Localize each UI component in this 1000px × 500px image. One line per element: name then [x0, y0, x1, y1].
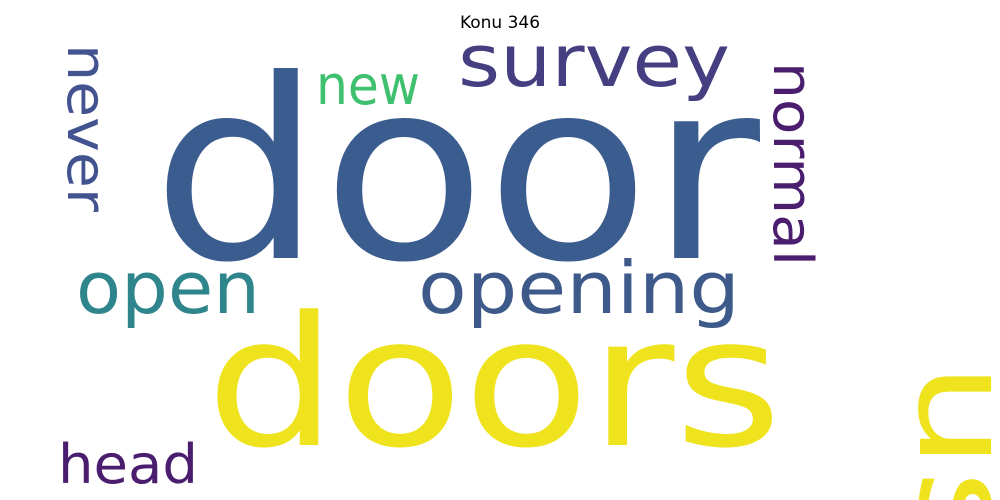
word-never: never	[55, 44, 118, 213]
word-open: open	[76, 246, 260, 330]
chart-title: Konu 346	[459, 13, 541, 33]
word-doors: doors	[206, 279, 782, 488]
word-door: door	[152, 26, 760, 317]
word-use: use	[889, 362, 1000, 500]
word-survey: survey	[458, 19, 730, 103]
word-new: new	[316, 54, 420, 117]
word-head: head	[58, 433, 198, 496]
word-opening: opening	[418, 246, 740, 330]
word-normal: normal	[761, 62, 824, 266]
